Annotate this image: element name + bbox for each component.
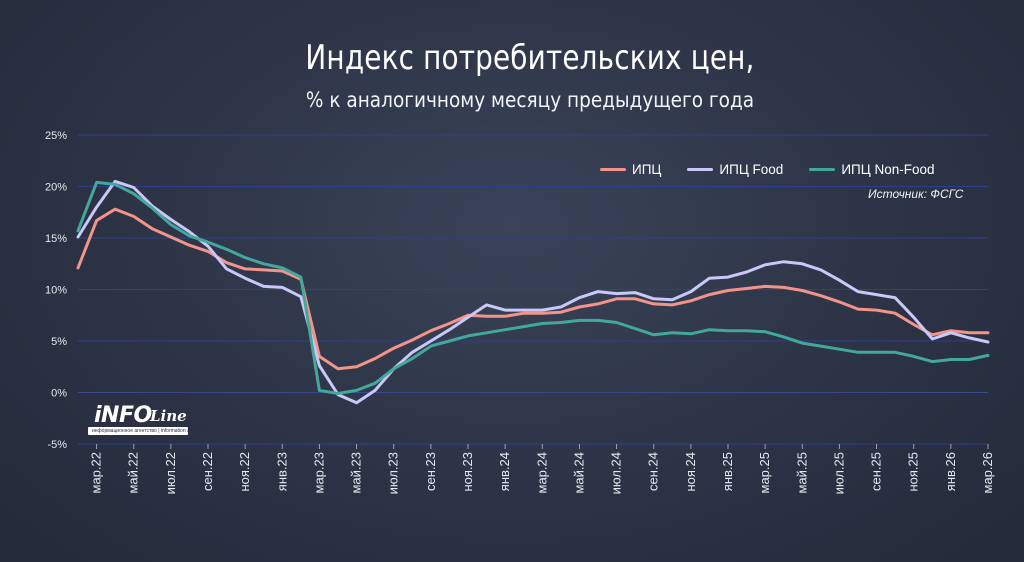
- x-tick-label: ноя.23: [460, 452, 475, 492]
- y-tick-label: -5%: [47, 439, 67, 451]
- legend-label-cpi: ИПЦ: [632, 162, 662, 177]
- legend-swatch-cpi: [600, 168, 626, 171]
- x-tick-label: июл.25: [831, 452, 846, 494]
- legend-item-cpi-food: ИПЦ Food: [687, 162, 783, 177]
- y-tick-label: 15%: [45, 233, 67, 245]
- series-line-cpi-nonfood: [76, 180, 990, 395]
- x-axis: мар.22 май.22 июл.22 сен.22 ноя.22 янв.23 мар.…: [89, 444, 995, 494]
- x-tick-label: ноя.25: [906, 452, 921, 492]
- y-tick-label: 25%: [45, 130, 67, 142]
- source-note: Источник: ФСГС: [868, 187, 964, 201]
- y-tick-label: 20%: [45, 182, 67, 194]
- infoline-logo: iNFO Line информационное агентство | inf…: [88, 403, 203, 437]
- y-tick-label: 5%: [51, 336, 67, 348]
- series-line-cpi-food: [76, 179, 990, 405]
- x-tick-label: сен.24: [646, 452, 661, 491]
- series-lines: [76, 179, 990, 405]
- x-tick-label: май.22: [126, 452, 141, 494]
- legend: ИПЦ ИПЦ Food ИПЦ Non-Food: [600, 162, 961, 177]
- x-tick-label: сен.22: [200, 452, 215, 491]
- x-tick-label: мар.22: [89, 452, 104, 493]
- logo-tagline: информационное агентство | information a…: [92, 427, 204, 434]
- logo-main-text: iNFO: [94, 403, 152, 428]
- x-tick-label: мар.24: [534, 452, 549, 493]
- logo-bar: [88, 427, 188, 435]
- x-tick-label: ноя.24: [683, 452, 698, 492]
- x-tick-label: июл.23: [386, 452, 401, 494]
- x-tick-label: янв.24: [497, 452, 512, 491]
- x-tick-label: июл.24: [609, 452, 624, 494]
- x-tick-label: май.24: [571, 452, 586, 494]
- legend-item-cpi: ИПЦ: [600, 162, 661, 177]
- x-tick-label: мар.25: [757, 452, 772, 493]
- y-tick-label: 0%: [51, 388, 67, 400]
- x-tick-label: сен.25: [869, 452, 884, 491]
- x-tick-label: май.23: [349, 452, 364, 494]
- x-tick-label: сен.23: [423, 452, 438, 491]
- legend-swatch-cpi-food: [687, 168, 714, 171]
- legend-swatch-cpi-nonfood: [809, 168, 836, 171]
- chart-title: Индекс потребительских цен,: [305, 38, 755, 78]
- logo-script-text: Line: [150, 407, 187, 425]
- legend-item-cpi-nonfood: ИПЦ Non-Food: [809, 162, 935, 177]
- x-tick-label: ноя.22: [237, 452, 252, 492]
- x-tick-label: янв.23: [274, 452, 289, 491]
- y-tick-label: 10%: [45, 285, 67, 297]
- x-tick-label: мар.23: [311, 452, 326, 493]
- x-tick-label: май.25: [794, 452, 809, 494]
- chart-subtitle: % к аналогичному месяцу предыдущего года: [305, 88, 755, 112]
- series-line-cpi: [76, 207, 990, 371]
- legend-label-cpi-nonfood: ИПЦ Non-Food: [841, 162, 935, 177]
- grid-lines: [78, 134, 988, 445]
- y-axis: -5% 0% 5% 10% 15% 20% 25%: [45, 130, 67, 451]
- legend-label-cpi-food: ИПЦ Food: [719, 162, 784, 177]
- x-tick-label: июл.22: [163, 452, 178, 494]
- x-tick-label: янв.25: [720, 452, 735, 491]
- x-tick-label: мар.26: [980, 452, 995, 493]
- x-tick-label: янв.26: [943, 452, 958, 491]
